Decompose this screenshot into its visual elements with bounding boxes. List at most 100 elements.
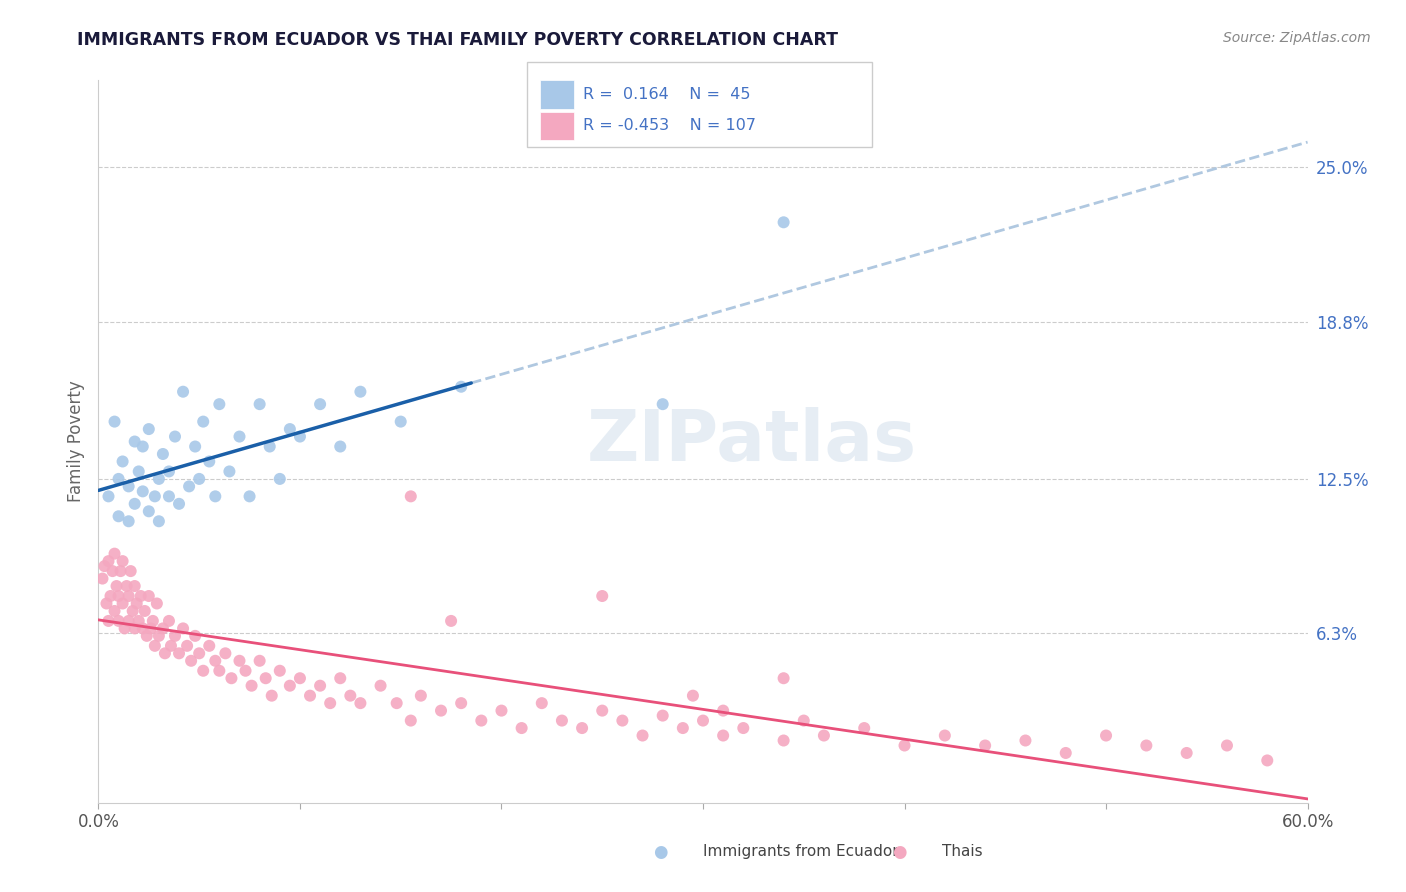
Point xyxy=(221,671,243,685)
Point xyxy=(551,714,574,728)
Point xyxy=(218,465,240,479)
Point xyxy=(148,629,170,643)
Point xyxy=(120,564,142,578)
Point xyxy=(118,479,141,493)
Point xyxy=(129,589,152,603)
Point xyxy=(93,559,115,574)
Point xyxy=(319,696,342,710)
Point xyxy=(208,397,231,411)
Point xyxy=(240,679,263,693)
Point xyxy=(1256,754,1278,768)
Point xyxy=(349,384,371,399)
Point xyxy=(249,654,271,668)
Point xyxy=(349,696,371,710)
Point xyxy=(172,384,194,399)
Point xyxy=(138,504,160,518)
Point xyxy=(97,614,120,628)
Point xyxy=(100,589,122,603)
Point xyxy=(184,440,207,454)
Point xyxy=(132,484,155,499)
Point xyxy=(148,472,170,486)
Point xyxy=(124,621,146,635)
Point xyxy=(142,614,165,628)
Point xyxy=(143,639,166,653)
Point xyxy=(124,497,146,511)
Point xyxy=(530,696,553,710)
Point xyxy=(409,689,432,703)
Point xyxy=(143,489,166,503)
Point xyxy=(772,215,794,229)
Point xyxy=(157,614,180,628)
Point xyxy=(132,440,155,454)
Point xyxy=(134,604,156,618)
Point xyxy=(329,440,352,454)
Point xyxy=(179,479,201,493)
Text: ●: ● xyxy=(654,843,668,861)
Point xyxy=(491,704,513,718)
Point xyxy=(470,714,492,728)
Point xyxy=(111,454,134,468)
Point xyxy=(1216,739,1239,753)
Point xyxy=(176,639,198,653)
Point xyxy=(591,704,613,718)
Point xyxy=(157,465,180,479)
Point xyxy=(167,646,190,660)
Point xyxy=(299,689,322,703)
Point xyxy=(111,554,134,568)
Point xyxy=(153,646,176,660)
Point xyxy=(118,514,141,528)
Point xyxy=(152,621,174,635)
Point xyxy=(309,679,332,693)
Point xyxy=(772,671,794,685)
Point xyxy=(97,489,120,503)
Point xyxy=(893,739,915,753)
Point xyxy=(118,614,141,628)
Point xyxy=(96,597,118,611)
Point xyxy=(288,671,311,685)
Point xyxy=(1014,733,1036,747)
Point xyxy=(591,589,613,603)
Point xyxy=(228,429,250,443)
Text: IMMIGRANTS FROM ECUADOR VS THAI FAMILY POVERTY CORRELATION CHART: IMMIGRANTS FROM ECUADOR VS THAI FAMILY P… xyxy=(77,31,838,49)
Point xyxy=(124,434,146,449)
Point xyxy=(167,497,190,511)
Point xyxy=(188,472,211,486)
Point xyxy=(260,689,283,703)
Point xyxy=(107,509,129,524)
Point xyxy=(110,564,132,578)
Text: Immigrants from Ecuador: Immigrants from Ecuador xyxy=(703,845,898,859)
Y-axis label: Family Poverty: Family Poverty xyxy=(66,381,84,502)
Point xyxy=(124,579,146,593)
Point xyxy=(339,689,361,703)
Point xyxy=(160,639,183,653)
Point xyxy=(1095,729,1118,743)
Point xyxy=(125,597,148,611)
Point xyxy=(309,397,332,411)
Point xyxy=(132,621,155,635)
Point xyxy=(103,415,125,429)
Point xyxy=(974,739,997,753)
Point xyxy=(115,579,138,593)
Text: ZIPatlas: ZIPatlas xyxy=(586,407,917,476)
Text: ●: ● xyxy=(893,843,907,861)
Point xyxy=(450,696,472,710)
Text: Thais: Thais xyxy=(942,845,983,859)
Point xyxy=(269,472,291,486)
Text: Source: ZipAtlas.com: Source: ZipAtlas.com xyxy=(1223,31,1371,45)
Point xyxy=(813,729,835,743)
Point xyxy=(1135,739,1157,753)
Point xyxy=(107,589,129,603)
Point xyxy=(239,489,262,503)
Point xyxy=(269,664,291,678)
Point xyxy=(172,621,194,635)
Point xyxy=(107,614,129,628)
Point xyxy=(138,589,160,603)
Point xyxy=(114,621,136,635)
Point xyxy=(631,729,654,743)
Point xyxy=(128,614,150,628)
Point xyxy=(107,472,129,486)
Point xyxy=(163,429,186,443)
Point xyxy=(772,733,794,747)
Point xyxy=(193,415,215,429)
Point xyxy=(399,714,422,728)
